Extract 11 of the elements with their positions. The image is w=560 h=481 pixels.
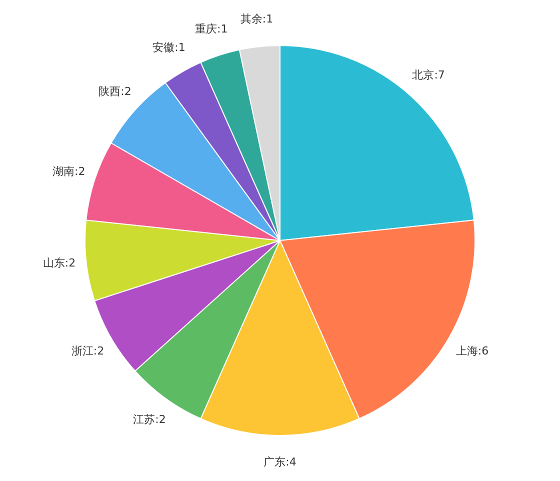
slice-label: 广东:4 [264,456,296,468]
slice-label: 陕西:2 [98,84,132,98]
slice-label: 湖南:2 [52,164,86,178]
slice-label: 其余:1 [240,12,274,26]
slice-label: 山东:2 [42,256,76,270]
slice-label: 江苏:2 [133,413,166,426]
slice-label: 重庆:1 [195,22,228,36]
slice-label: 浙江:2 [71,344,104,358]
slice-label: 北京:7 [412,68,445,82]
slice-label: 安徽:1 [152,41,186,54]
slice-label: 上海:6 [456,344,489,358]
